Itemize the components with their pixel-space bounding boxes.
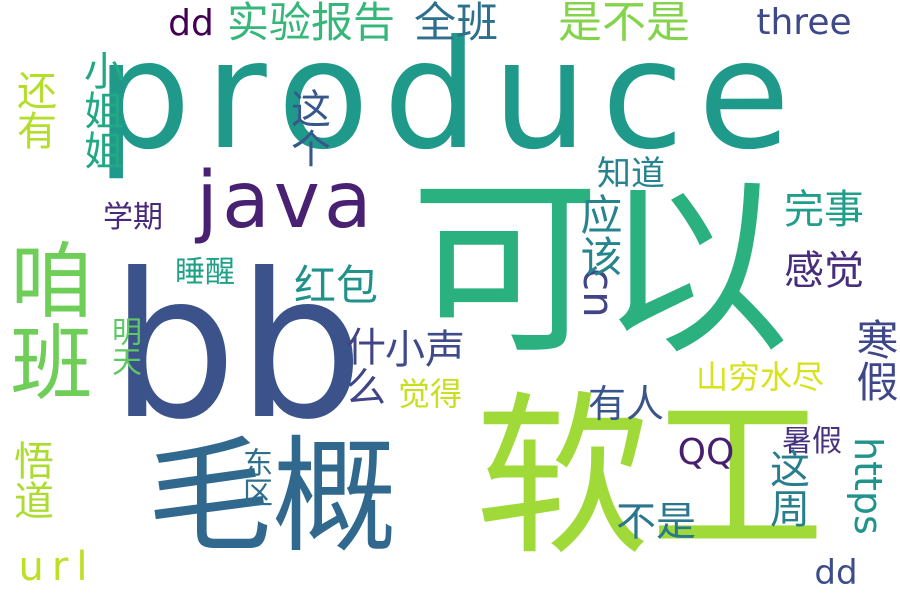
word-dd-top: dd [168, 3, 214, 44]
word-xiao-jie-jie: 小姐姐 [77, 50, 123, 170]
word-xiao-sheng: 小声 [385, 327, 465, 373]
word-bu-shi: 不是 [616, 499, 696, 545]
word-zhe-ge: 这个 [284, 88, 330, 168]
word-hai-you: 还有 [10, 70, 56, 150]
word-mao-gai: 毛概 [147, 424, 397, 570]
word-shu-jia: 暑假 [782, 424, 842, 459]
word-zan-ban: 咱班 [0, 238, 91, 402]
word-hong-bao: 红包 [293, 261, 378, 310]
word-shen-me: 什么 [339, 326, 385, 406]
word-zhi-dao: 知道 [597, 154, 665, 194]
word-java: java [196, 156, 376, 246]
word-produce: produce [95, 9, 805, 183]
word-wan-shi: 完事 [784, 187, 864, 233]
word-quan-ban: 全班 [413, 0, 498, 47]
word-dd-bottom: dd [814, 553, 858, 593]
word-three: three [756, 2, 852, 43]
word-xue-qi: 学期 [103, 200, 163, 235]
word-cn: cn [574, 268, 623, 318]
word-ke-yi: 可以 [409, 159, 790, 380]
word-ming-tian: 明天 [106, 316, 141, 376]
word-you-ren: 有人 [587, 382, 664, 426]
word-ying-gai: 应该 [574, 193, 623, 277]
word-url: url [18, 544, 96, 590]
word-jue-de: 觉得 [397, 375, 462, 413]
word-ruan-gong: 软工 [475, 376, 825, 580]
word-bb: bb [110, 231, 364, 464]
word-shi-bu-shi: 是不是 [558, 0, 690, 48]
word-zhe-zhou: 这周 [763, 448, 809, 528]
word-gan-jue: 感觉 [784, 248, 864, 294]
word-dong-qu: 东区 [237, 447, 272, 507]
word-shui-xing: 睡醒 [175, 255, 235, 290]
word-han-jia: 寒假 [850, 318, 899, 402]
word-shi-yan-bao-gao: 实验报告 [226, 0, 395, 47]
word-wu-dao: 悟道 [7, 440, 53, 520]
word-shan-qiong-shui-jin: 山穷水尽 [695, 358, 824, 396]
word-https: https [846, 437, 890, 535]
word-qq: QQ [677, 432, 735, 473]
